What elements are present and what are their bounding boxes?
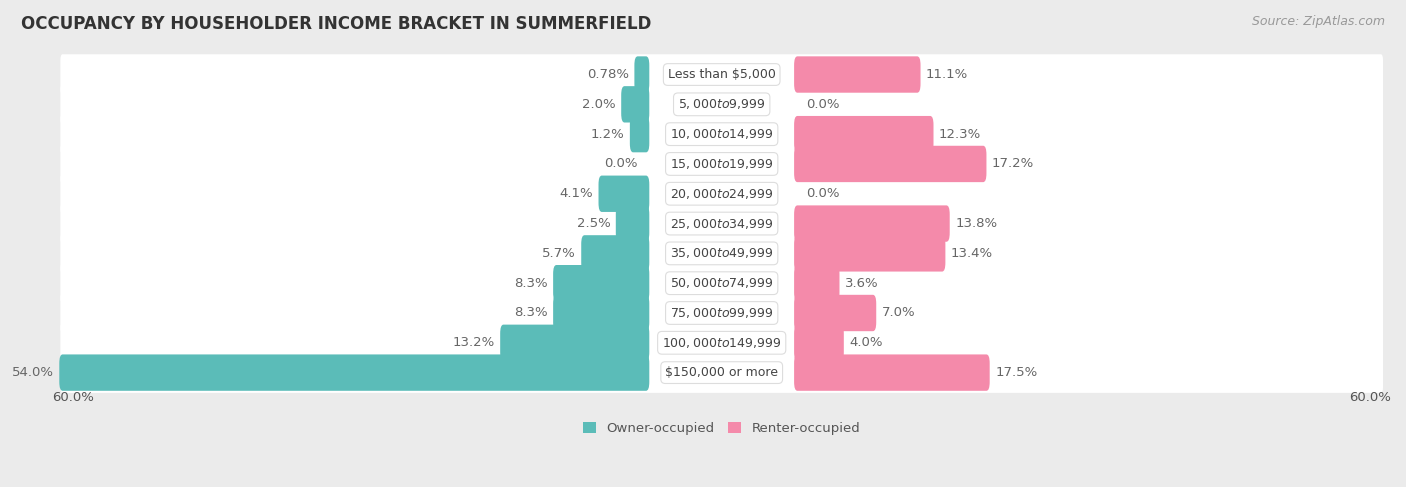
Text: 54.0%: 54.0% <box>11 366 53 379</box>
FancyBboxPatch shape <box>794 56 921 93</box>
Text: $10,000 to $14,999: $10,000 to $14,999 <box>669 127 773 141</box>
Text: $15,000 to $19,999: $15,000 to $19,999 <box>669 157 773 171</box>
Text: 8.3%: 8.3% <box>515 277 548 290</box>
Text: 2.0%: 2.0% <box>582 98 616 111</box>
Text: 8.3%: 8.3% <box>515 306 548 319</box>
Text: $35,000 to $49,999: $35,000 to $49,999 <box>669 246 773 261</box>
FancyBboxPatch shape <box>553 265 650 301</box>
FancyBboxPatch shape <box>59 355 650 391</box>
Text: 7.0%: 7.0% <box>882 306 915 319</box>
Text: $25,000 to $34,999: $25,000 to $34,999 <box>669 217 773 230</box>
FancyBboxPatch shape <box>60 54 1384 95</box>
FancyBboxPatch shape <box>794 325 844 361</box>
Text: 13.8%: 13.8% <box>955 217 997 230</box>
Text: 12.3%: 12.3% <box>939 128 981 141</box>
FancyBboxPatch shape <box>616 206 650 242</box>
Text: $5,000 to $9,999: $5,000 to $9,999 <box>678 97 765 112</box>
FancyBboxPatch shape <box>553 295 650 331</box>
FancyBboxPatch shape <box>794 355 990 391</box>
Text: $100,000 to $149,999: $100,000 to $149,999 <box>662 336 782 350</box>
FancyBboxPatch shape <box>794 146 987 182</box>
Text: 0.0%: 0.0% <box>605 157 637 170</box>
Text: OCCUPANCY BY HOUSEHOLDER INCOME BRACKET IN SUMMERFIELD: OCCUPANCY BY HOUSEHOLDER INCOME BRACKET … <box>21 15 651 33</box>
FancyBboxPatch shape <box>621 86 650 123</box>
FancyBboxPatch shape <box>60 114 1384 154</box>
Text: 2.5%: 2.5% <box>576 217 610 230</box>
FancyBboxPatch shape <box>501 325 650 361</box>
Text: $75,000 to $99,999: $75,000 to $99,999 <box>669 306 773 320</box>
FancyBboxPatch shape <box>794 206 949 242</box>
FancyBboxPatch shape <box>634 56 650 93</box>
Text: 60.0%: 60.0% <box>1350 391 1391 404</box>
FancyBboxPatch shape <box>60 173 1384 214</box>
FancyBboxPatch shape <box>794 265 839 301</box>
FancyBboxPatch shape <box>60 293 1384 333</box>
Text: 5.7%: 5.7% <box>543 247 576 260</box>
Text: 13.4%: 13.4% <box>950 247 993 260</box>
Text: 0.0%: 0.0% <box>806 187 839 200</box>
Text: 60.0%: 60.0% <box>52 391 94 404</box>
FancyBboxPatch shape <box>599 176 650 212</box>
Text: 4.1%: 4.1% <box>560 187 593 200</box>
FancyBboxPatch shape <box>630 116 650 152</box>
FancyBboxPatch shape <box>60 84 1384 125</box>
FancyBboxPatch shape <box>60 263 1384 303</box>
Text: $150,000 or more: $150,000 or more <box>665 366 778 379</box>
Legend: Owner-occupied, Renter-occupied: Owner-occupied, Renter-occupied <box>578 417 866 441</box>
FancyBboxPatch shape <box>60 233 1384 274</box>
Text: 0.0%: 0.0% <box>806 98 839 111</box>
FancyBboxPatch shape <box>60 203 1384 244</box>
Text: 17.5%: 17.5% <box>995 366 1038 379</box>
FancyBboxPatch shape <box>581 235 650 272</box>
FancyBboxPatch shape <box>60 322 1384 363</box>
Text: 17.2%: 17.2% <box>991 157 1033 170</box>
FancyBboxPatch shape <box>794 116 934 152</box>
Text: 0.78%: 0.78% <box>586 68 628 81</box>
FancyBboxPatch shape <box>60 352 1384 393</box>
Text: $50,000 to $74,999: $50,000 to $74,999 <box>669 276 773 290</box>
Text: 11.1%: 11.1% <box>927 68 969 81</box>
Text: $20,000 to $24,999: $20,000 to $24,999 <box>669 187 773 201</box>
Text: 3.6%: 3.6% <box>845 277 879 290</box>
Text: Source: ZipAtlas.com: Source: ZipAtlas.com <box>1251 15 1385 28</box>
Text: 4.0%: 4.0% <box>849 337 883 349</box>
Text: Less than $5,000: Less than $5,000 <box>668 68 776 81</box>
FancyBboxPatch shape <box>794 235 945 272</box>
Text: 13.2%: 13.2% <box>453 337 495 349</box>
Text: 1.2%: 1.2% <box>591 128 624 141</box>
FancyBboxPatch shape <box>794 295 876 331</box>
FancyBboxPatch shape <box>60 144 1384 184</box>
